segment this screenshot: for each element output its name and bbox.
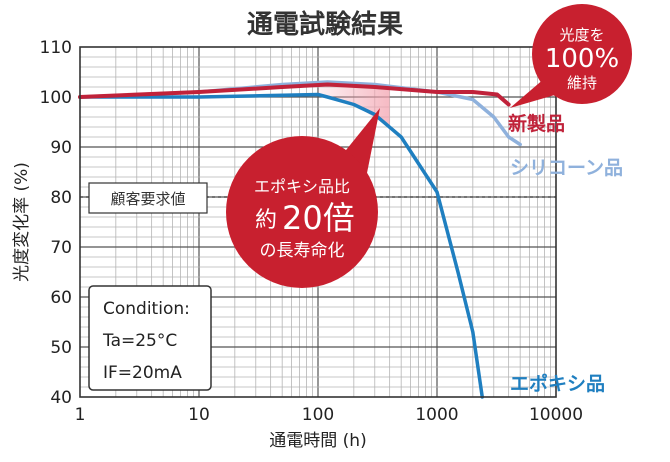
x-tick-label: 10000	[529, 405, 583, 425]
condition-box	[88, 285, 212, 391]
chart-title: 通電試験結果	[247, 9, 403, 40]
y-tick-label: 50	[50, 338, 72, 358]
y-tick-label: 80	[50, 188, 72, 208]
callout-maintain-line-2: 100%	[545, 44, 619, 74]
series-label-new: 新製品	[508, 112, 565, 135]
callout-life-line-2b: 20倍	[282, 199, 355, 237]
y-tick-label: 60	[50, 288, 72, 308]
callout-maintain: 光度を 100% 維持	[510, 4, 632, 108]
series-label-silicone: シリコーン品	[510, 157, 623, 179]
x-tick-label: 10	[188, 405, 210, 425]
y-tick-label: 100	[40, 88, 72, 108]
condition-line-3: IF=20mA	[103, 363, 182, 383]
x-tick-label: 1000	[415, 405, 458, 425]
x-tick-label: 1	[75, 405, 86, 425]
callout-life-circle	[226, 136, 378, 288]
y-tick-label: 70	[50, 238, 72, 258]
callout-maintain-line-3: 維持	[567, 74, 597, 92]
y-tick-label: 40	[50, 388, 72, 408]
callout-life-line-2a: 約	[255, 208, 277, 233]
improvement-band	[318, 85, 390, 128]
threshold-label: 顧客要求値	[110, 190, 185, 208]
x-axis-label: 通電時間 (h)	[269, 431, 366, 451]
threshold-label-box	[88, 182, 208, 214]
y-tick-label: 90	[50, 138, 72, 158]
series-label-epoxy: エポキシ品	[510, 372, 605, 395]
callout-life: エポキシ品比 約 20倍 の長寿命化	[226, 108, 380, 288]
y-axis-label: 光度変化率 (%)	[12, 162, 32, 282]
callout-maintain-circle	[532, 4, 632, 104]
callout-maintain-line-1: 光度を	[559, 26, 604, 44]
plot-frame	[79, 46, 557, 398]
series-line-new	[78, 82, 511, 107]
condition-line-1: Condition:	[103, 299, 190, 319]
y-tick-label: 110	[40, 38, 72, 58]
callout-life-line-1: エポキシ品比	[254, 177, 350, 196]
x-tick-label: 100	[302, 405, 334, 425]
callout-life-line-3: の長寿命化	[260, 241, 345, 261]
condition-line-2: Ta=25°C	[102, 331, 177, 351]
